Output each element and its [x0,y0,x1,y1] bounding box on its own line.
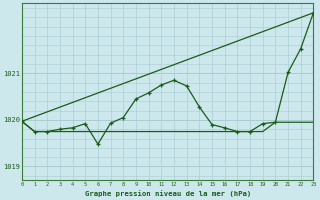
X-axis label: Graphe pression niveau de la mer (hPa): Graphe pression niveau de la mer (hPa) [84,190,251,197]
